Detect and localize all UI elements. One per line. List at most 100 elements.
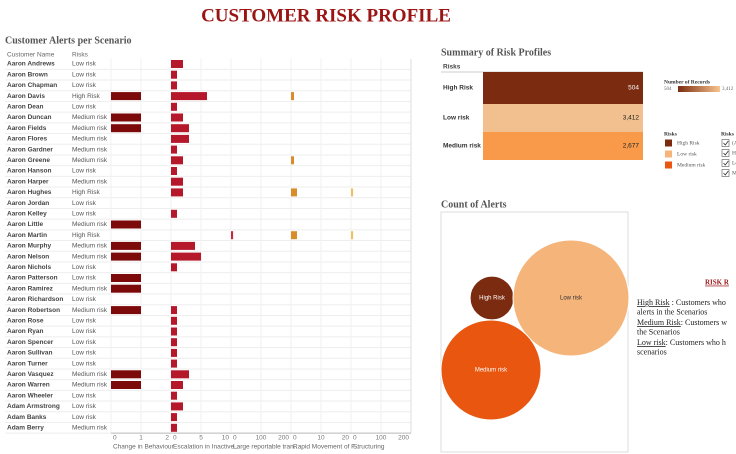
filter-checkbox[interactable] (721, 149, 730, 157)
axis-title: Rapid Movement of F.. (293, 444, 358, 451)
risk-label: Low risk (72, 360, 97, 367)
note-text: : Customers w (681, 318, 727, 327)
risk-label: Medium risk (72, 114, 108, 121)
customer-name: Aaron Chapman (7, 82, 57, 89)
risk-label: Medium risk (72, 382, 108, 389)
customer-name: Aaron Murphy (7, 243, 51, 250)
note-text: : Customers who h (666, 338, 726, 347)
row-label: High Risk (443, 85, 473, 92)
customer-name: Aaron Richardson (7, 296, 63, 303)
risk-label: High Risk (72, 189, 101, 196)
x-tick-label: 1 (139, 435, 143, 442)
bubble-label: Medium risk (475, 368, 508, 374)
x-tick-label: 0 (353, 435, 357, 442)
check-mark (723, 160, 729, 166)
x-tick-label: 200 (278, 435, 289, 442)
risk-label: Low risk (72, 275, 97, 282)
filter-checkbox[interactable] (721, 169, 730, 177)
filter-checkbox[interactable] (721, 139, 730, 147)
filter-option: High Risk (732, 150, 736, 156)
note-line: the Scenarios (637, 327, 680, 336)
bar (111, 113, 141, 122)
risk-label: High Risk (72, 93, 101, 100)
bar (111, 241, 141, 250)
customer-name: Aaron Rose (7, 318, 44, 325)
customer-name: Aaron Nichols (7, 264, 51, 271)
note-line: Low risk: Customers who h (637, 338, 726, 347)
customer-name: Aaron Sullivan (7, 350, 53, 357)
customer-name: Aaron Vasquez (7, 371, 54, 378)
chart-title: Summary of Risk Profiles (441, 47, 551, 58)
bar (111, 370, 141, 379)
bar (111, 220, 141, 229)
bar (171, 70, 177, 79)
bar (111, 381, 141, 389)
filter-checkbox[interactable] (721, 159, 730, 167)
customer-name: Aaron Martin (7, 232, 47, 239)
filter-title: Risks (721, 131, 734, 137)
risk-label: Low risk (72, 296, 97, 303)
heat-cell (483, 104, 643, 132)
customer-name: Aaron Little (7, 221, 43, 228)
cell-value: 2,677 (623, 143, 640, 150)
risk-label: Medium risk (72, 307, 108, 314)
customer-name: Aaron Ramirez (7, 285, 54, 292)
customer-name: Adam Berry (7, 425, 44, 432)
check-mark (723, 170, 729, 176)
customer-name: Aaron Greene (7, 157, 50, 164)
customer-name: Aaron Flores (7, 136, 47, 143)
notes-title: RISK R (705, 279, 730, 287)
cell-value: 3,412 (623, 115, 640, 122)
dashboard-title: CUSTOMER RISK PROFILE (201, 5, 451, 26)
risk-label: Low risk (72, 211, 97, 218)
risk-label: Medium risk (72, 146, 108, 153)
risk-label: Medium risk (72, 157, 108, 164)
bar (111, 252, 141, 261)
note-text: : Customers who (670, 298, 726, 307)
risk-label: Low risk (72, 71, 97, 78)
customer-name: Adam Banks (7, 414, 47, 421)
bar (111, 274, 141, 282)
color-ramp (678, 86, 720, 92)
risk-label: Medium risk (72, 221, 108, 228)
x-tick-label: 5 (199, 435, 203, 442)
axis-title: Escalation in Inactive.. (173, 444, 238, 451)
bar (171, 124, 189, 133)
legend-title: Risks (664, 131, 677, 137)
bubble (512, 239, 630, 357)
risk-label: Low risk (72, 104, 97, 111)
bar (111, 306, 141, 315)
x-tick-label: 0 (173, 435, 177, 442)
note-term: Low risk (637, 338, 666, 347)
bar (171, 252, 201, 261)
bar (171, 177, 183, 186)
bar (171, 327, 177, 336)
risk-label: Low risk (72, 82, 97, 89)
bar (171, 316, 177, 325)
legend-swatch (665, 150, 672, 158)
x-tick-label: 10 (317, 435, 325, 442)
bar (171, 423, 177, 432)
note-line: Medium Risk: Customers w (637, 318, 727, 327)
axis-title: Structuring (353, 444, 385, 451)
bar (171, 92, 207, 101)
filter-option: Medium risk (732, 170, 736, 176)
risk-label: Low risk (72, 318, 97, 325)
customer-name: Aaron Harper (7, 178, 49, 185)
filter-option: Low risk (732, 160, 736, 166)
legend-label: Low risk (677, 151, 697, 157)
bar (171, 263, 177, 272)
row-label: Medium risk (443, 143, 481, 150)
x-tick-label: 10 (222, 435, 230, 442)
customer-name: Aaron Dean (7, 104, 44, 111)
risk-label: Medium risk (72, 425, 108, 432)
bar (291, 188, 297, 197)
bar (171, 145, 177, 154)
bar (171, 102, 177, 111)
filter-option: (All) (732, 139, 736, 146)
x-tick-label: 200 (398, 435, 409, 442)
customer-name: Aaron Wheeler (7, 392, 53, 399)
bar (171, 241, 195, 250)
customer-name: Aaron Nelson (7, 253, 49, 260)
